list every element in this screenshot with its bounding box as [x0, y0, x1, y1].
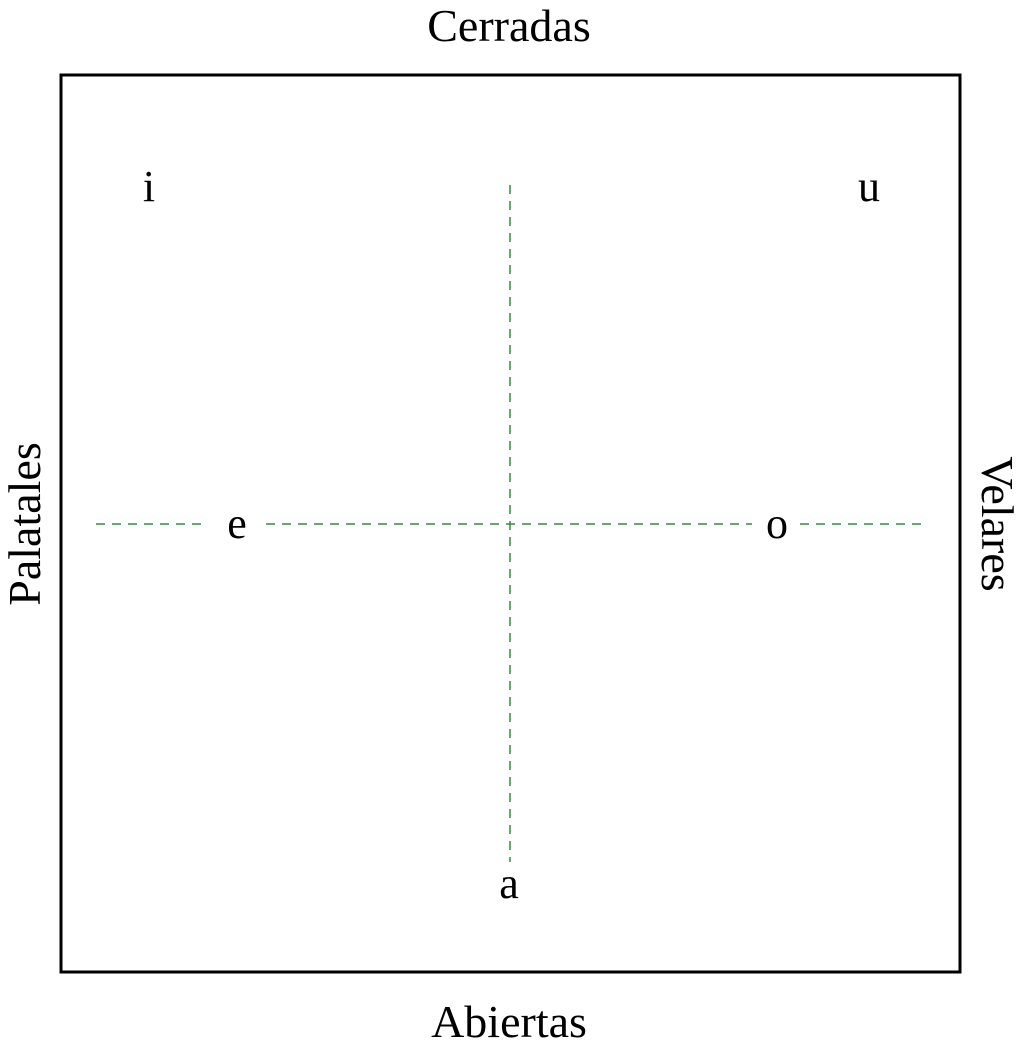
diagram-frame	[59, 73, 962, 974]
label-top: Cerradas	[427, 0, 590, 51]
vowel-e: e	[227, 499, 247, 548]
vowel-o: o	[766, 499, 788, 548]
label-bottom: Abiertas	[431, 996, 587, 1047]
vowel-a: a	[499, 859, 519, 908]
vowel-u: u	[858, 162, 880, 211]
guide-lines	[96, 185, 926, 862]
label-left: Palatales	[0, 442, 50, 606]
vowel-i: i	[143, 162, 155, 211]
label-right: Velares	[972, 456, 1020, 591]
